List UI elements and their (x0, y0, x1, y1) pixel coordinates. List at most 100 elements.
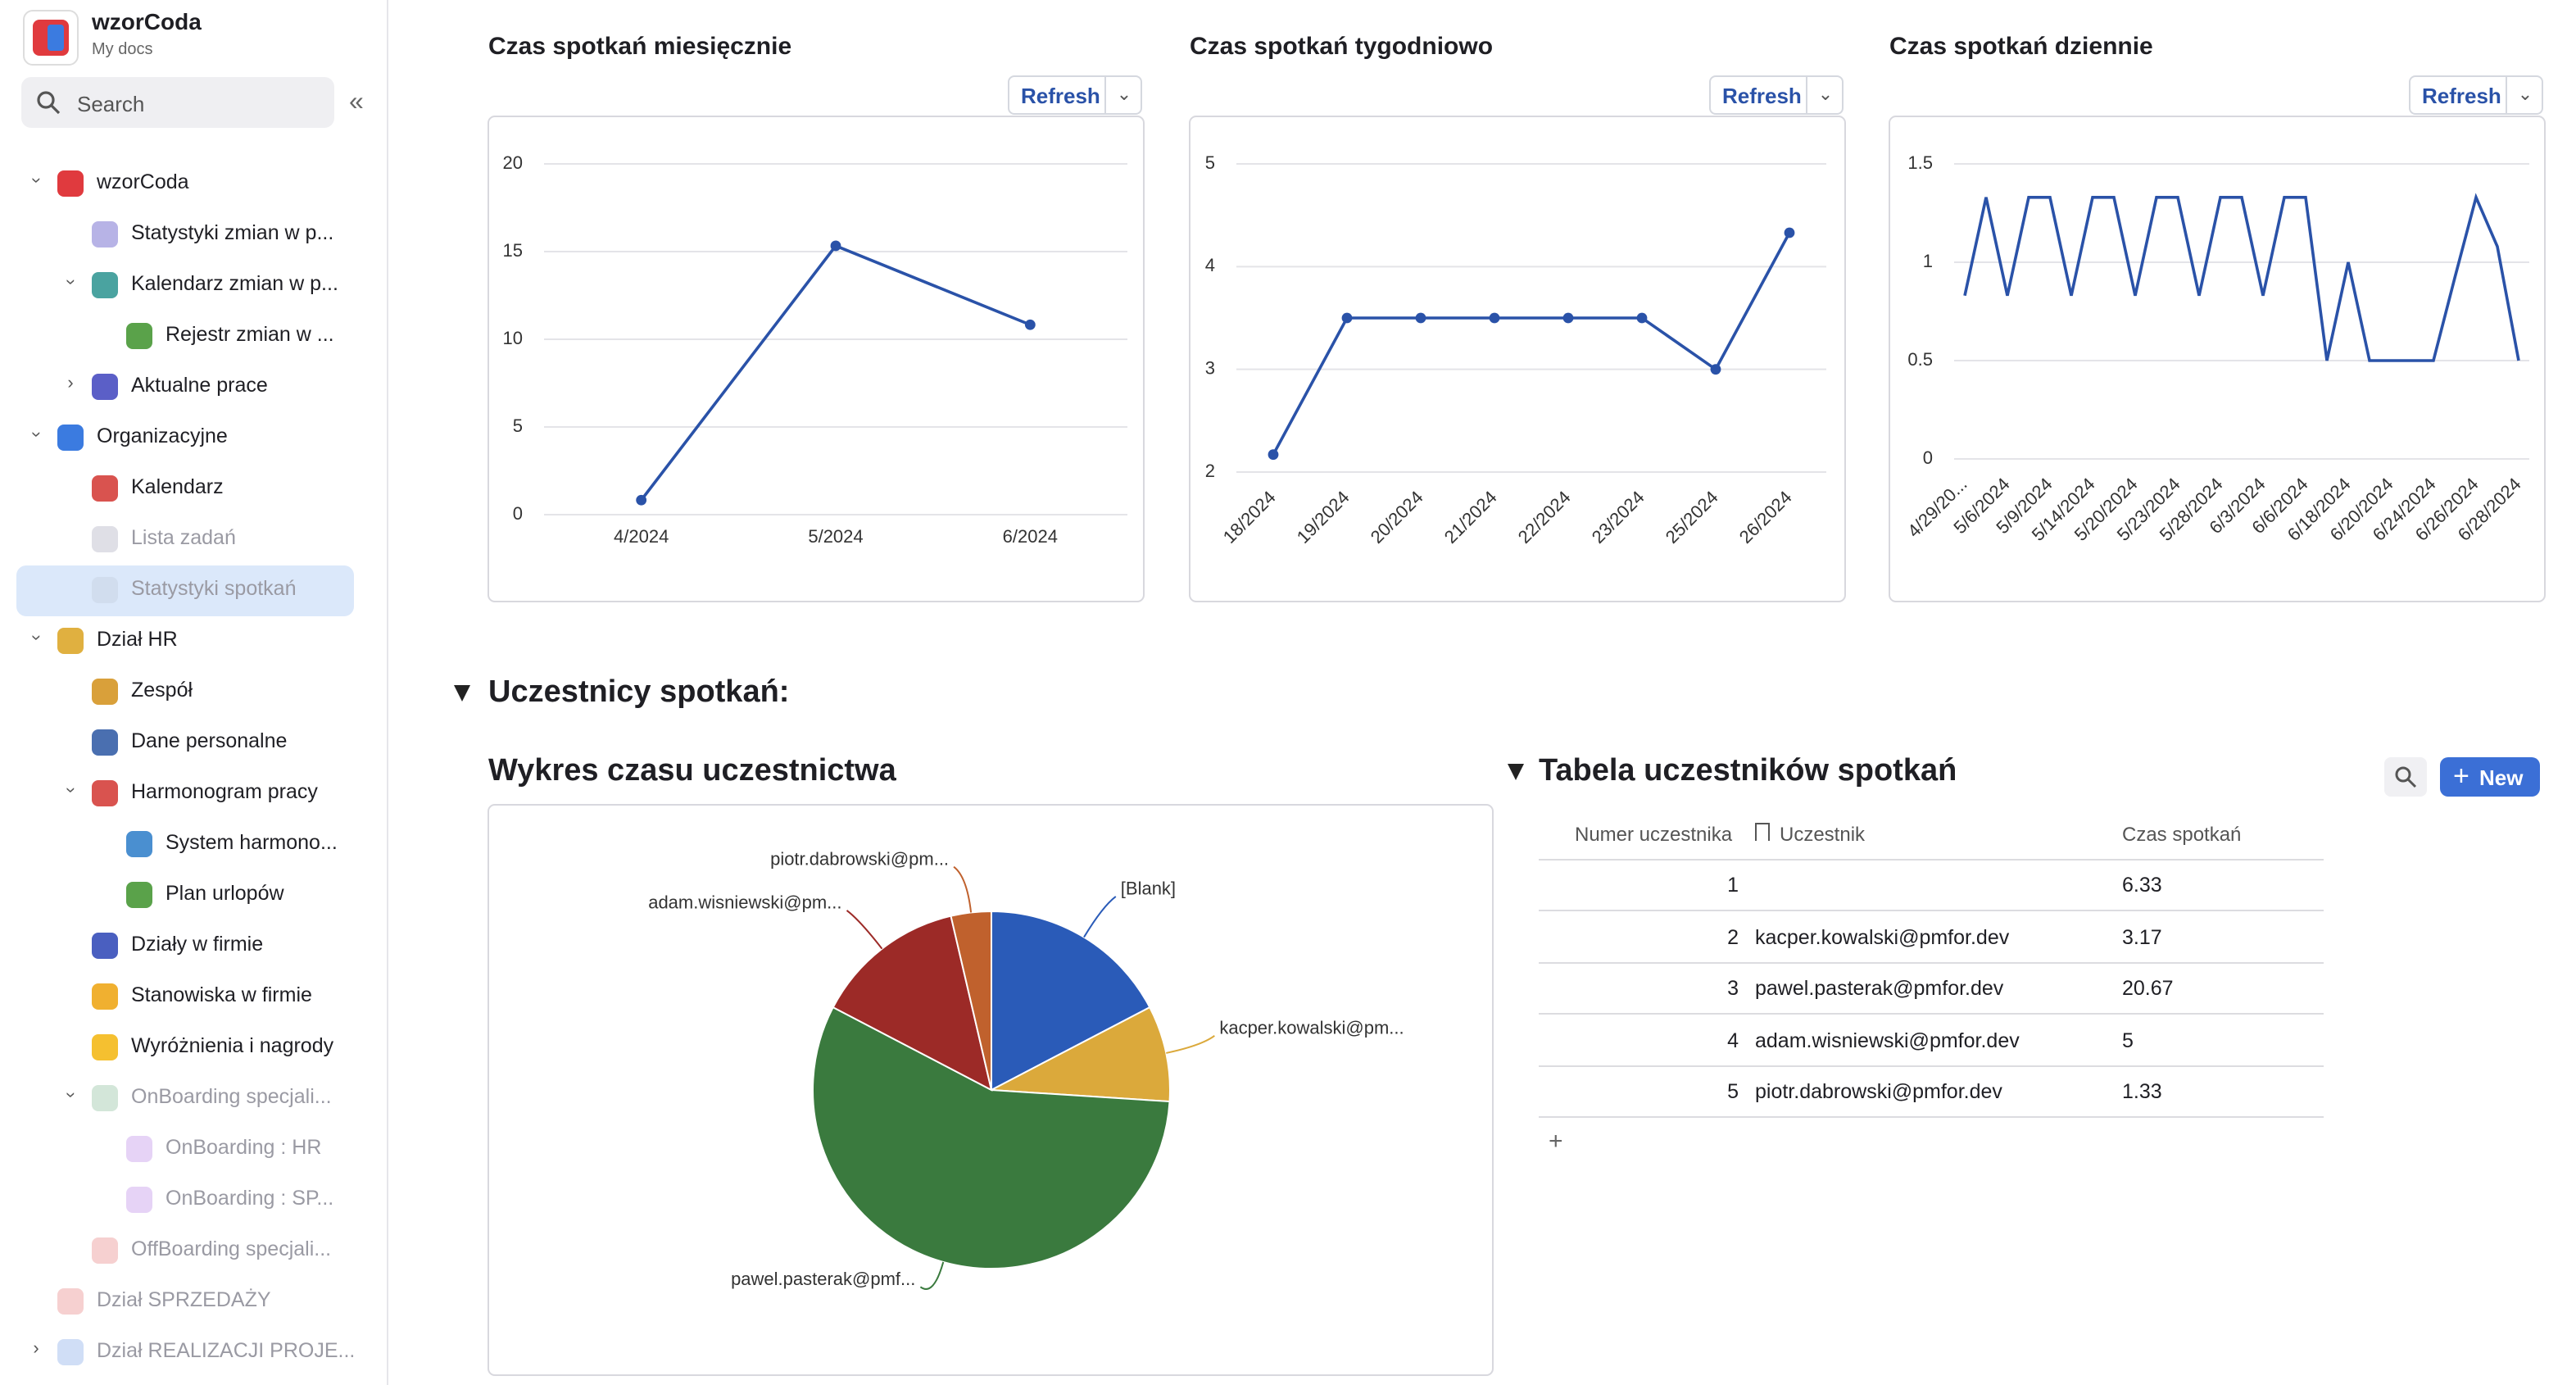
x-tick-label: 5/2024 (808, 526, 863, 547)
refresh-label[interactable]: Refresh (2422, 84, 2501, 108)
refresh-label[interactable]: Refresh (1021, 84, 1100, 108)
x-tick-label: 5/28/2024 (2156, 474, 2227, 545)
refresh-button[interactable]: Refresh ⌄ (1008, 75, 1142, 115)
item-label[interactable]: Organizacyjne (97, 425, 228, 447)
item-icon (92, 983, 118, 1010)
item-icon (92, 577, 118, 603)
expander[interactable]: › (61, 279, 80, 285)
row-line (1539, 1013, 2324, 1015)
item-label[interactable]: OnBoarding : HR (166, 1136, 322, 1159)
refresh-label[interactable]: Refresh (1722, 84, 1802, 108)
item-label[interactable]: Plan urlopów (166, 882, 284, 905)
table-search[interactable] (2384, 757, 2427, 797)
item-label[interactable]: Dział HR (97, 628, 178, 651)
slice-label: pawel.pasterak@pmf... (731, 1269, 915, 1289)
leader-line (919, 1261, 945, 1290)
x-tick-label: 6/6/2024 (2247, 474, 2311, 538)
selected-row[interactable] (16, 565, 354, 616)
expander[interactable]: › (26, 634, 46, 641)
item-label[interactable]: wzorCoda (97, 170, 189, 193)
y-tick-label: 0.5 (1907, 349, 1933, 370)
column-header[interactable]: Numer uczestnika (1575, 823, 1733, 846)
workspace-name[interactable]: wzorCoda (92, 8, 202, 34)
item-label[interactable]: Harmonogram pracy (131, 780, 318, 803)
column-header[interactable]: Czas spotkań (2122, 823, 2242, 846)
item-icon (126, 882, 152, 908)
row-line (1539, 961, 2324, 963)
line-series (1963, 193, 2520, 362)
meeting-time: 3.17 (2122, 925, 2162, 948)
item-label[interactable]: Dział SPRZEDAŻY (97, 1288, 271, 1311)
chart-card (488, 804, 1494, 1376)
item-label[interactable]: Lista zadań (131, 526, 236, 549)
line-series (640, 243, 1032, 502)
x-tick-label: 20/2024 (1367, 487, 1427, 547)
item-label[interactable]: Kalendarz zmian w p... (131, 272, 338, 295)
item-label[interactable]: Dane personalne (131, 729, 288, 752)
item-icon (92, 1034, 118, 1060)
add-row[interactable]: + (1549, 1128, 1563, 1156)
refresh-button[interactable]: Refresh ⌄ (1709, 75, 1844, 115)
chart-title: Czas spotkań dziennie (1889, 33, 2153, 60)
refresh-menu[interactable]: ⌄ (1104, 77, 1142, 113)
x-tick-label: 6/26/2024 (2411, 474, 2483, 545)
y-tick-label: 5 (1205, 152, 1215, 173)
pie-slice (991, 910, 1151, 1092)
item-label[interactable]: OffBoarding specjali... (131, 1237, 332, 1260)
refresh-menu[interactable]: ⌄ (2506, 77, 2543, 113)
search-box[interactable]: Search (21, 77, 334, 128)
point (1710, 364, 1721, 375)
pie-slice (812, 1006, 1171, 1269)
item-label[interactable]: OnBoarding : SP... (166, 1187, 334, 1210)
new-label: New (2479, 765, 2524, 790)
item-label[interactable]: Statystyki zmian w p... (131, 221, 334, 244)
y-tick-label: 0 (1923, 447, 1933, 468)
meeting-time: 6.33 (2122, 874, 2162, 897)
chart-card (1889, 116, 2546, 602)
refresh-menu[interactable]: ⌄ (1806, 77, 1844, 113)
x-tick-label: 4/2024 (614, 526, 669, 547)
new-row-button[interactable]: + New (2440, 757, 2540, 797)
expander[interactable]: › (67, 374, 74, 393)
item-label[interactable]: Dział REALIZACJI PROJE... (97, 1339, 356, 1362)
row-line (1539, 859, 2324, 861)
column-header[interactable]: Uczestnik (1780, 823, 1866, 846)
item-icon (57, 1288, 84, 1315)
item-label[interactable]: Kalendarz (131, 475, 224, 498)
item-label[interactable]: Statystyki spotkań (131, 577, 297, 600)
point (1268, 449, 1279, 461)
x-tick-label: 26/2024 (1735, 487, 1796, 547)
item-label[interactable]: Rejestr zmian w ... (166, 323, 334, 346)
item-label[interactable]: System harmono... (166, 831, 338, 854)
item-label[interactable]: Wyróżnienia i nagrody (131, 1034, 334, 1057)
collapse-sidebar[interactable]: « (349, 89, 364, 116)
expander[interactable]: › (33, 1339, 39, 1359)
item-icon (126, 1187, 152, 1213)
item-label[interactable]: Zespół (131, 679, 193, 702)
refresh-button[interactable]: Refresh ⌄ (2409, 75, 2543, 115)
x-tick-label: 5/9/2024 (1992, 474, 2056, 538)
row-number: 3 (1727, 977, 1739, 1000)
point (1341, 312, 1353, 324)
item-label[interactable]: Działy w firmie (131, 933, 264, 956)
expander[interactable]: › (26, 177, 46, 184)
sidebar: wzorCoda My docs Search « › wzorCoda Staty… (0, 0, 388, 1385)
chart-card (1189, 116, 1846, 602)
item-icon (92, 374, 118, 400)
item-label[interactable]: OnBoarding specjali... (131, 1085, 332, 1108)
expander[interactable]: › (26, 431, 46, 438)
item-label[interactable]: Aktualne prace (131, 374, 268, 397)
slice-label: [Blank] (1121, 879, 1176, 899)
slice-label: adam.wisniewski@pm... (648, 892, 841, 913)
item-label[interactable]: Stanowiska w firmie (131, 983, 312, 1006)
doc-logo[interactable] (23, 10, 79, 66)
x-tick-label: 23/2024 (1588, 487, 1649, 547)
expander[interactable]: › (61, 787, 80, 793)
expander[interactable]: › (61, 1092, 80, 1098)
item-icon (92, 221, 118, 247)
x-tick-label: 6/28/2024 (2454, 474, 2525, 545)
table-toggle[interactable] (1508, 764, 1524, 780)
section-toggle[interactable] (454, 685, 470, 702)
y-tick-label: 3 (1205, 357, 1215, 378)
participant: kacper.kowalski@pmfor.dev (1755, 925, 2010, 948)
